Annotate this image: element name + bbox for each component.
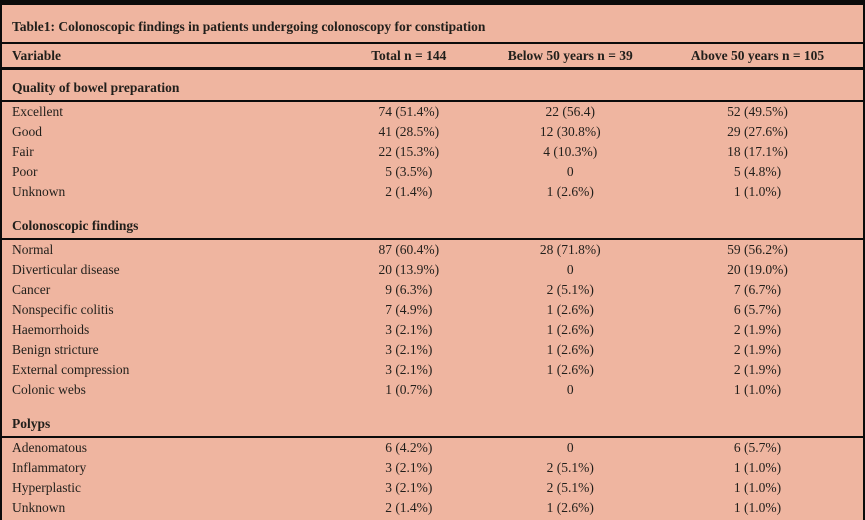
row-label: Nonspecific colitis (12, 302, 114, 317)
table-row: Nonspecific colitis 7 (4.9%) 1 (2.6%) 6 (5.… (2, 300, 863, 320)
row-value: 59 (56.2%) (727, 242, 788, 257)
table-row: Fair 22 (15.3%) 4 (10.3%) 18 (17.1%) (2, 142, 863, 162)
table-section: Polyps Adenomatous 6 (4.2%) 0 6 (5.7%) Inflam… (2, 400, 863, 518)
row-label: Adenomatous (12, 440, 87, 455)
section-header: Polyps (2, 400, 863, 438)
row-value: 2 (1.9%) (733, 342, 782, 357)
row-label: Fair (12, 144, 34, 159)
table-row: Hyperplastic 3 (2.1%) 2 (5.1%) 1 (1.0%) (2, 478, 863, 498)
table-row: Normal 87 (60.4%) 28 (71.8%) 59 (56.2%) (2, 240, 863, 260)
row-value: 0 (566, 440, 574, 455)
row-value: 2 (5.1%) (546, 282, 594, 297)
row-value: 2 (1.4%) (385, 500, 433, 515)
table-body: Quality of bowel preparation Excellent 74 … (2, 70, 863, 518)
row-value: 1 (2.6%) (546, 322, 594, 337)
row-value: 7 (6.7%) (733, 282, 782, 297)
row-label: Unknown (12, 184, 66, 199)
column-header-below-50: Below 50 years n = 39 (507, 48, 633, 63)
row-value: 9 (6.3%) (385, 282, 433, 297)
table-row: Benign stricture 3 (2.1%) 1 (2.6%) 2 (1.9%) (2, 340, 863, 360)
section-header: Quality of bowel preparation (2, 70, 863, 102)
row-value: 22 (56.4) (545, 104, 595, 119)
row-value: 1 (2.6%) (546, 500, 594, 515)
row-value: 1 (2.6%) (546, 302, 594, 317)
row-label: External compression (12, 362, 130, 377)
row-value: 3 (2.1%) (385, 460, 433, 475)
row-value: 7 (4.9%) (385, 302, 433, 317)
row-value: 87 (60.4%) (378, 242, 440, 257)
row-value: 1 (1.0%) (733, 184, 782, 199)
row-value: 2 (1.9%) (733, 362, 782, 377)
row-value: 1 (2.6%) (546, 362, 594, 377)
table-row: Unknown 2 (1.4%) 1 (2.6%) 1 (1.0%) (2, 498, 863, 518)
row-label: Unknown (12, 500, 66, 515)
row-label: Inflammatory (12, 460, 87, 475)
table-row: External compression 3 (2.1%) 1 (2.6%) 2 (1… (2, 360, 863, 380)
section-header: Colonoscopic findings (2, 202, 863, 240)
row-label: Cancer (12, 282, 51, 297)
row-value: 0 (566, 382, 574, 397)
row-value: 41 (28.5%) (378, 124, 440, 139)
table-row: Unknown 2 (1.4%) 1 (2.6%) 1 (1.0%) (2, 182, 863, 202)
column-header-above-50: Above 50 years n = 105 (690, 48, 825, 63)
row-label: Colonic webs (12, 382, 86, 397)
row-label: Excellent (12, 104, 63, 119)
table-row: Haemorrhoids 3 (2.1%) 1 (2.6%) 2 (1.9%) (2, 320, 863, 340)
row-value: 2 (1.9%) (733, 322, 782, 337)
row-value: 22 (15.3%) (378, 144, 440, 159)
row-value: 3 (2.1%) (385, 342, 433, 357)
table-row: Cancer 9 (6.3%) 2 (5.1%) 7 (6.7%) (2, 280, 863, 300)
row-value: 20 (19.0%) (727, 262, 788, 277)
row-value: 0 (566, 164, 574, 179)
table-row: Inflammatory 3 (2.1%) 2 (5.1%) 1 (1.0%) (2, 458, 863, 478)
table-row: Excellent 74 (51.4%) 22 (56.4) 52 (49.5%) (2, 102, 863, 122)
row-value: 28 (71.8%) (539, 242, 601, 257)
row-value: 3 (2.1%) (385, 322, 433, 337)
table-title: Table1: Colonoscopic findings in patient… (2, 5, 863, 44)
row-value: 1 (1.0%) (733, 480, 782, 495)
column-header-total: Total n = 144 (371, 48, 447, 63)
row-value: 29 (27.6%) (727, 124, 788, 139)
row-value: 2 (1.4%) (385, 184, 433, 199)
row-label: Hyperplastic (12, 480, 81, 495)
row-value: 1 (2.6%) (546, 184, 594, 199)
table-row: Good 41 (28.5%) 12 (30.8%) 29 (27.6%) (2, 122, 863, 142)
row-value: 2 (5.1%) (546, 460, 594, 475)
row-value: 4 (10.3%) (543, 144, 598, 159)
row-label: Good (12, 124, 42, 139)
table-section: Colonoscopic findings Normal 87 (60.4%) 28 … (2, 202, 863, 400)
row-value: 1 (1.0%) (733, 460, 782, 475)
table-row: Colonic webs 1 (0.7%) 0 1 (1.0%) (2, 380, 863, 400)
table-section: Quality of bowel preparation Excellent 74 … (2, 70, 863, 202)
row-value: 6 (4.2%) (385, 440, 433, 455)
row-value: 12 (30.8%) (539, 124, 601, 139)
table-row: Adenomatous 6 (4.2%) 0 6 (5.7%) (2, 438, 863, 458)
row-label: Poor (12, 164, 38, 179)
table-row: Poor 5 (3.5%) 0 5 (4.8%) (2, 162, 863, 182)
row-value: 3 (2.1%) (385, 480, 433, 495)
row-value: 1 (0.7%) (385, 382, 433, 397)
row-value: 6 (5.7%) (733, 302, 782, 317)
row-value: 2 (5.1%) (546, 480, 594, 495)
row-value: 18 (17.1%) (727, 144, 788, 159)
row-value: 20 (13.9%) (378, 262, 440, 277)
row-label: Benign stricture (12, 342, 99, 357)
column-header-row: Variable Total n = 144 Below 50 years n … (2, 44, 863, 70)
row-value: 1 (2.6%) (546, 342, 594, 357)
row-value: 1 (1.0%) (733, 382, 782, 397)
row-value: 74 (51.4%) (378, 104, 440, 119)
row-value: 0 (566, 262, 574, 277)
row-value: 1 (1.0%) (733, 500, 782, 515)
table-row: Diverticular disease 20 (13.9%) 0 20 (19.0%… (2, 260, 863, 280)
row-label: Haemorrhoids (12, 322, 90, 337)
row-value: 5 (3.5%) (385, 164, 433, 179)
column-header-variable: Variable (12, 48, 62, 63)
row-label: Diverticular disease (12, 262, 120, 277)
row-value: 52 (49.5%) (727, 104, 788, 119)
row-value: 5 (4.8%) (733, 164, 782, 179)
row-value: 6 (5.7%) (733, 440, 782, 455)
row-label: Normal (12, 242, 54, 257)
row-value: 3 (2.1%) (385, 362, 433, 377)
